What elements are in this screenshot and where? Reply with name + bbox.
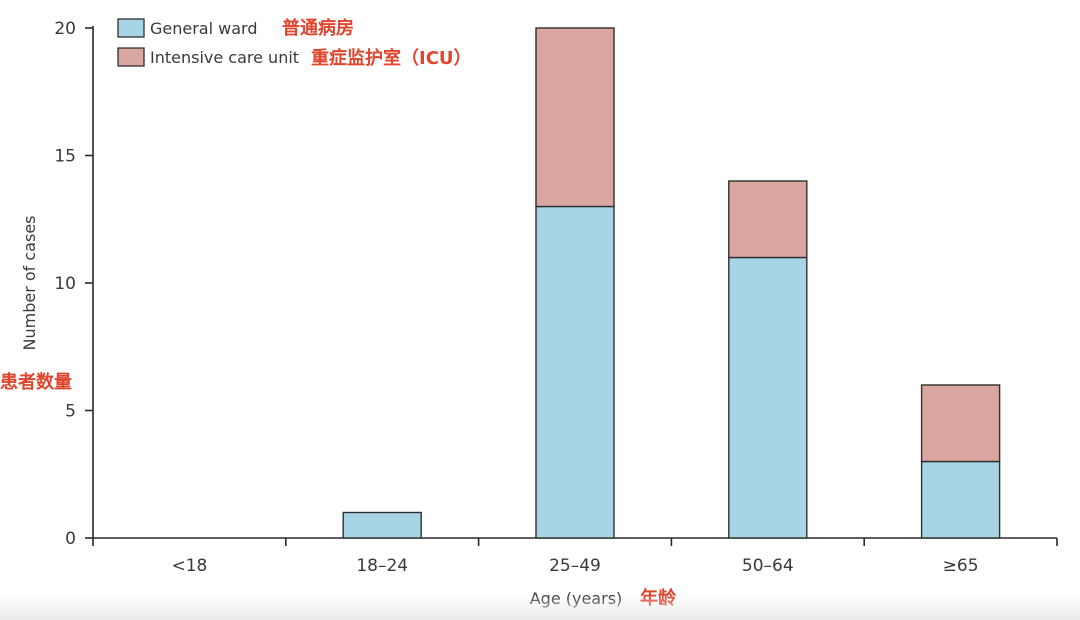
y-axis-title-zh: 患者数量 <box>0 371 72 393</box>
x-tick-label: 50–64 <box>742 556 794 576</box>
x-tick-label: 25–49 <box>549 556 601 576</box>
bars <box>342 27 1001 539</box>
legend: General ward Intensive care unit 普通病房重症监护室… <box>117 17 472 69</box>
legend-label: Intensive care unit <box>150 48 299 67</box>
y-tick-label: 0 <box>65 529 76 549</box>
bottom-shadow <box>0 594 1080 620</box>
bar-icu <box>728 180 808 259</box>
legend-swatch <box>117 47 145 67</box>
x-tick-label: 18–24 <box>356 556 408 576</box>
y-tick-label: 20 <box>54 19 76 39</box>
x-axis: <18 18–24 25–49 50–64 ≥65 <box>92 537 1058 576</box>
x-tick-label: <18 <box>171 556 207 576</box>
y-tick-label: 5 <box>65 402 76 422</box>
bar-icu <box>920 384 1001 463</box>
y-tick-label: 15 <box>54 147 76 167</box>
legend-label-zh: 普通病房 <box>282 17 354 39</box>
bar-general-ward <box>342 511 422 539</box>
y-tick-label: 10 <box>54 274 76 294</box>
y-axis-title: Number of cases <box>20 216 39 351</box>
bar-icu <box>535 27 615 208</box>
y-axis: 0 5 10 15 20 <box>54 19 94 549</box>
legend-label: General ward <box>150 19 257 38</box>
bar-general-ward <box>728 256 808 539</box>
legend-swatch <box>117 18 145 38</box>
bar-general-ward <box>535 205 615 539</box>
bar-general-ward <box>920 460 1001 539</box>
legend-label-zh: 重症监护室（ICU） <box>311 47 472 69</box>
x-tick-label: ≥65 <box>943 556 979 576</box>
